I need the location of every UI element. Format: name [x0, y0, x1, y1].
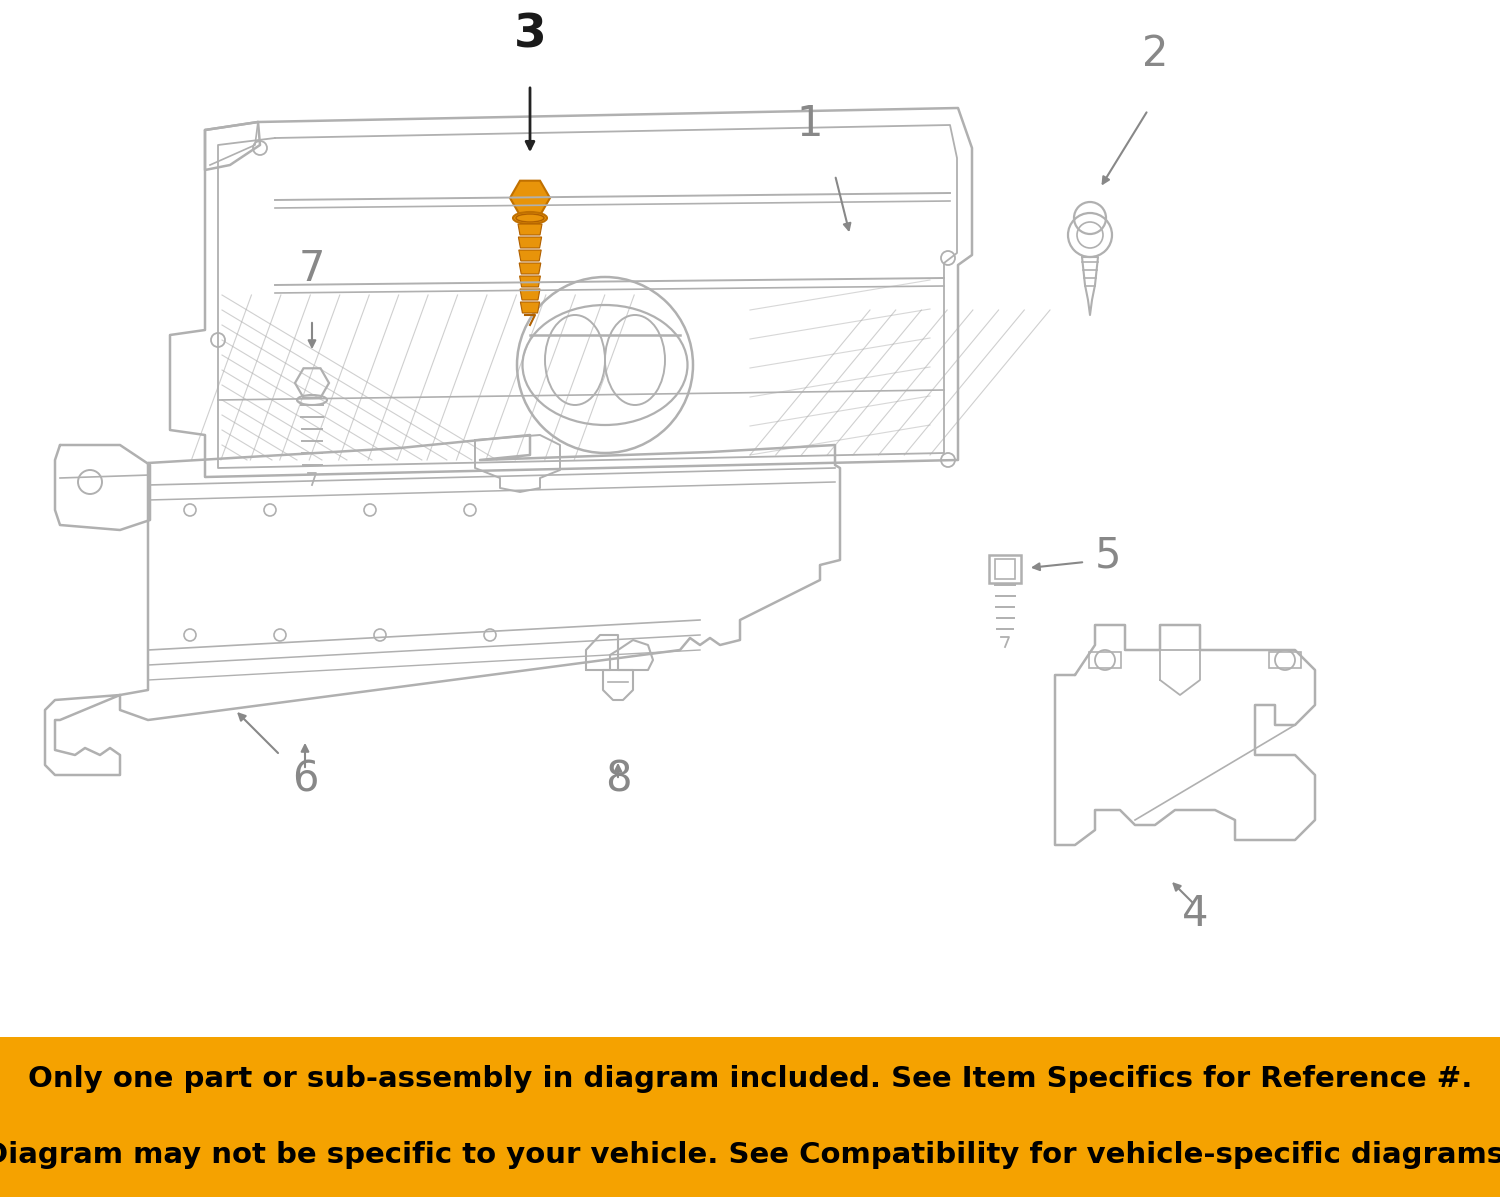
Text: 5: 5 [1095, 534, 1122, 576]
Polygon shape [518, 224, 542, 235]
Ellipse shape [513, 212, 548, 224]
Text: 2: 2 [1142, 34, 1168, 75]
Text: Diagram may not be specific to your vehicle. See Compatibility for vehicle-speci: Diagram may not be specific to your vehi… [0, 1141, 1500, 1169]
Ellipse shape [516, 214, 544, 221]
Polygon shape [520, 288, 540, 300]
Text: 4: 4 [1182, 893, 1209, 935]
Text: 6: 6 [291, 758, 318, 800]
Polygon shape [519, 277, 540, 287]
Polygon shape [519, 263, 542, 274]
Text: 7: 7 [298, 248, 326, 290]
Polygon shape [519, 250, 542, 261]
Polygon shape [520, 302, 540, 312]
Polygon shape [519, 237, 542, 248]
FancyBboxPatch shape [0, 1037, 1500, 1197]
Text: 3: 3 [513, 13, 546, 57]
Text: 1: 1 [796, 103, 824, 145]
Text: 8: 8 [604, 758, 631, 800]
Text: Only one part or sub-assembly in diagram included. See Item Specifics for Refere: Only one part or sub-assembly in diagram… [28, 1065, 1472, 1093]
